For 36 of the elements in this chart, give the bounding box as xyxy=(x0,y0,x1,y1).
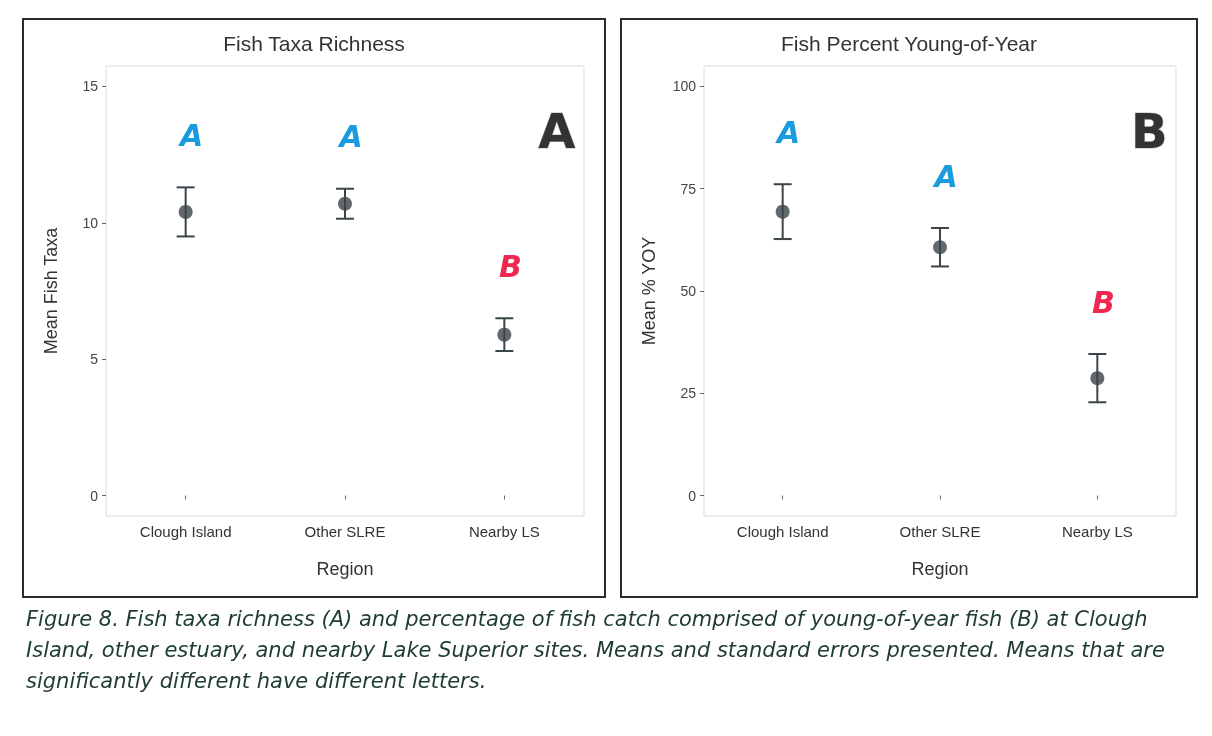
x-tick-label: Clough Island xyxy=(736,523,829,540)
y-tick-label: 75 xyxy=(680,180,697,197)
x-tick-label: Nearby LS xyxy=(468,523,540,540)
x-tick-label: Clough Island xyxy=(139,523,232,540)
y-axis-title: Mean % YOY xyxy=(639,236,659,346)
caption: Figure 8. Fish taxa richness (A) and percentage of fish catch comprised of young-of-year fish (B) at Clough Island, other estuary, and nearby Lake Superior sites. Means and standard errors presented. Means that are significantly different have different letters. xyxy=(26,606,1166,695)
y-tick-label: 50 xyxy=(680,283,697,299)
x-tick-label: Nearby LS xyxy=(1061,523,1133,540)
chart-title: Fish Taxa Richness xyxy=(223,32,405,55)
annotation: A xyxy=(932,158,958,194)
chart-title: Fish Percent Young-of-Year xyxy=(780,32,1038,55)
annotation: B xyxy=(1130,102,1168,159)
annotation: A xyxy=(538,102,576,159)
y-tick-label: 100 xyxy=(672,78,697,95)
point xyxy=(775,204,790,219)
annotation: A xyxy=(337,119,363,155)
point xyxy=(1090,371,1105,386)
x-tick-label: Other SLRE xyxy=(899,523,981,540)
annotation: B xyxy=(498,248,522,284)
annotation: A xyxy=(775,114,801,150)
point xyxy=(178,204,193,219)
x-axis-title: Region xyxy=(316,559,374,579)
y-tick-label: 5 xyxy=(90,351,99,368)
point xyxy=(933,240,947,255)
x-tick-label: Other SLRE xyxy=(304,523,386,540)
point xyxy=(497,327,512,342)
y-tick-label: 15 xyxy=(82,78,99,95)
point xyxy=(338,196,352,211)
y-tick-label: 0 xyxy=(688,487,697,504)
y-tick-label: 10 xyxy=(82,214,99,231)
y-tick-label: 0 xyxy=(90,487,99,504)
x-axis-title: Region xyxy=(911,559,969,579)
annotation: B xyxy=(1091,284,1115,320)
annotation: A xyxy=(178,117,204,153)
y-tick-label: 25 xyxy=(680,385,697,402)
y-axis-title: Mean Fish Taxa xyxy=(41,226,61,355)
